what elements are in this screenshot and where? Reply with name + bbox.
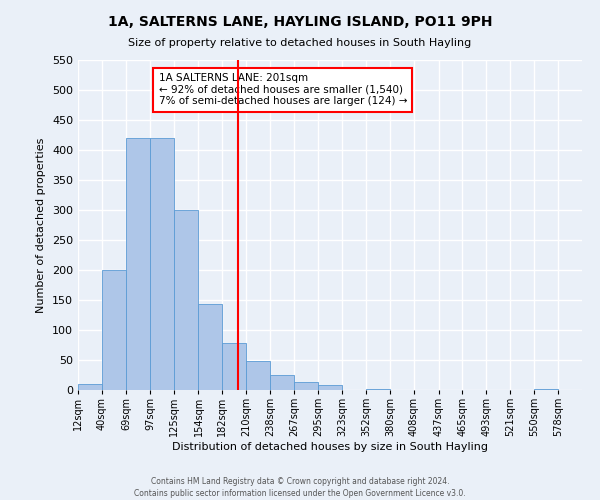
Bar (199, 304, 222, 390)
Text: 1A SALTERNS LANE: 201sqm
← 92% of detached houses are smaller (1,540)
7% of semi: 1A SALTERNS LANE: 201sqm ← 92% of detach… (158, 73, 407, 106)
Text: 1A, SALTERNS LANE, HAYLING ISLAND, PO11 9PH: 1A, SALTERNS LANE, HAYLING ISLAND, PO11 … (108, 15, 492, 29)
Text: Size of property relative to detached houses in South Hayling: Size of property relative to detached ho… (128, 38, 472, 48)
Bar (246, 361, 270, 390)
Y-axis label: Number of detached properties: Number of detached properties (37, 138, 46, 312)
Bar (270, 375, 295, 390)
Bar (150, 138, 174, 390)
Bar (127, 138, 150, 390)
Bar (222, 343, 246, 390)
Bar (102, 270, 127, 390)
X-axis label: Distribution of detached houses by size in South Hayling: Distribution of detached houses by size … (172, 442, 488, 452)
Bar (174, 210, 199, 390)
Bar (318, 385, 342, 390)
Text: Contains HM Land Registry data © Crown copyright and database right 2024.
Contai: Contains HM Land Registry data © Crown c… (134, 476, 466, 498)
Bar (295, 382, 318, 390)
Bar (78, 384, 102, 390)
